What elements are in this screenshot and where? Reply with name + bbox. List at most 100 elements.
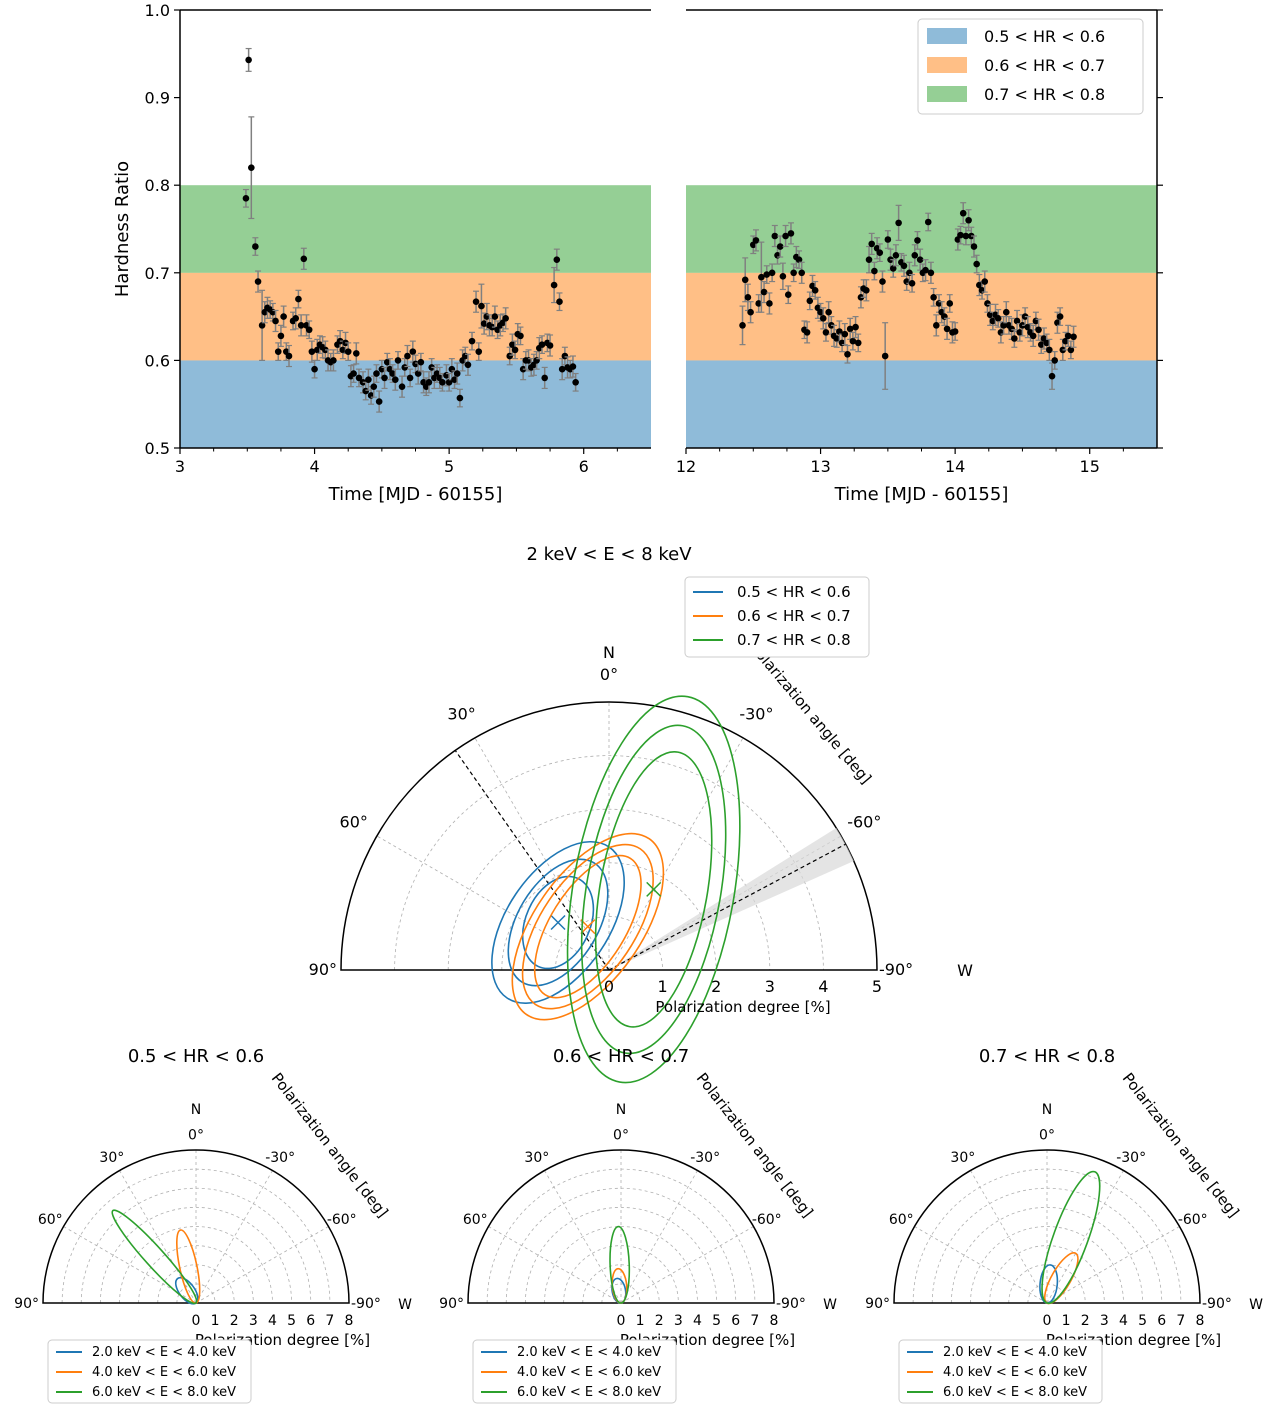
r-tick-label: 2 bbox=[1081, 1313, 1090, 1329]
legend-label: 2.0 keV < E < 4.0 keV bbox=[92, 1345, 236, 1360]
angle-tick-label: 0° bbox=[613, 1128, 629, 1144]
r-tick-label: 6 bbox=[731, 1313, 740, 1329]
data-point bbox=[1011, 335, 1018, 342]
data-point bbox=[806, 297, 814, 305]
data-point bbox=[868, 240, 876, 248]
x-axis-label: Time [MJD - 60155] bbox=[328, 484, 503, 505]
best-fit-marker bbox=[580, 919, 596, 935]
r-tick-label: 0 bbox=[1043, 1313, 1052, 1329]
data-point bbox=[355, 374, 363, 382]
data-point bbox=[884, 236, 892, 243]
legend-box bbox=[47, 1339, 252, 1404]
data-point bbox=[350, 370, 357, 377]
grid-radial bbox=[914, 1226, 1048, 1304]
r-tick-label: 3 bbox=[249, 1313, 258, 1329]
legend: 0.5 < HR < 0.6 0.6 < HR < 0.7 0.7 < HR < 0… bbox=[917, 18, 1144, 115]
data-point bbox=[927, 269, 935, 277]
data-point bbox=[511, 346, 519, 354]
data-point bbox=[414, 370, 422, 377]
data-point bbox=[989, 317, 997, 325]
r-tick-label: 2 bbox=[230, 1313, 239, 1329]
data-point bbox=[741, 276, 749, 284]
angle-tick-label: -90° bbox=[1202, 1296, 1232, 1312]
angle-tick-label: -60° bbox=[752, 1212, 782, 1228]
angle-tick-label: 60° bbox=[889, 1212, 914, 1228]
contour-1 bbox=[533, 854, 642, 999]
legend-label: 0.7 < HR < 0.8 bbox=[737, 631, 851, 649]
data-point bbox=[981, 278, 989, 285]
grid-circle bbox=[524, 1207, 718, 1304]
legend-box bbox=[898, 1339, 1103, 1404]
data-point bbox=[1051, 357, 1059, 364]
data-point bbox=[1056, 313, 1064, 320]
panel-title: 0.7 < HR < 0.8 bbox=[979, 1046, 1115, 1067]
x-tick-label: 13 bbox=[810, 457, 830, 476]
data-point bbox=[394, 357, 402, 364]
data-point bbox=[819, 315, 827, 322]
panel-title: 2 keV < E < 8 keV bbox=[526, 544, 692, 565]
grid-radial bbox=[488, 1226, 622, 1304]
data-point bbox=[889, 265, 897, 272]
data-point bbox=[1000, 322, 1007, 329]
data-point bbox=[1067, 346, 1075, 354]
contour-1 bbox=[521, 843, 654, 1010]
data-point bbox=[965, 216, 972, 224]
data-point bbox=[766, 300, 773, 307]
best-fit-marker bbox=[550, 914, 566, 931]
data-point bbox=[1043, 339, 1050, 347]
data-point bbox=[841, 330, 849, 338]
hardness-ratio-panel: 3 4 5 6 Time [MJD - 60155] 12 13 14 15 Time [MJD … bbox=[112, 1, 1163, 505]
data-point bbox=[849, 337, 857, 345]
data-point bbox=[962, 232, 970, 240]
grid-circle bbox=[544, 1226, 698, 1304]
legend-label: 6.0 keV < E < 8.0 keV bbox=[92, 1385, 236, 1400]
legend-label: 0.6 < HR < 0.7 bbox=[737, 607, 851, 625]
angle-tick-label: 30° bbox=[524, 1150, 549, 1166]
data-point bbox=[383, 358, 391, 366]
data-point bbox=[1054, 319, 1061, 327]
angle-tick-label: -60° bbox=[847, 813, 881, 832]
data-point bbox=[844, 350, 851, 358]
data-point bbox=[1062, 337, 1069, 345]
north-label: N bbox=[616, 1102, 626, 1118]
r-tick-label: 5 bbox=[287, 1313, 296, 1329]
data-point bbox=[245, 56, 252, 64]
hr-band-1 bbox=[180, 272, 651, 361]
data-point bbox=[339, 346, 347, 354]
data-point bbox=[833, 335, 841, 342]
r-tick-label: 7 bbox=[325, 1313, 334, 1329]
legend: 0.5 < HR < 0.6 0.6 < HR < 0.7 0.7 < HR < 0… bbox=[684, 576, 870, 658]
data-point bbox=[747, 308, 754, 316]
data-point bbox=[811, 287, 819, 294]
r-tick-label: 2 bbox=[655, 1313, 664, 1329]
hr-band-0 bbox=[686, 360, 1157, 448]
r-tick-label: 5 bbox=[872, 977, 882, 996]
data-point bbox=[389, 370, 396, 377]
data-point bbox=[572, 379, 579, 386]
grid-radial bbox=[195, 1226, 329, 1304]
r-tick-label: 4 bbox=[693, 1313, 702, 1329]
data-point bbox=[280, 313, 287, 320]
grid-circle bbox=[119, 1226, 273, 1304]
data-point bbox=[771, 232, 779, 240]
data-point bbox=[478, 302, 485, 310]
data-point bbox=[398, 383, 406, 390]
contour-2 bbox=[594, 751, 713, 1028]
legend-label: 2.0 keV < E < 4.0 keV bbox=[943, 1345, 1087, 1360]
west-label: W bbox=[823, 1297, 837, 1313]
angle-tick-label: -30° bbox=[690, 1150, 720, 1166]
data-point bbox=[1070, 333, 1077, 341]
data-point bbox=[401, 364, 409, 371]
y-axis-label: Hardness Ratio bbox=[112, 161, 133, 297]
data-point bbox=[752, 237, 760, 244]
west-label: W bbox=[398, 1297, 412, 1313]
data-point bbox=[986, 311, 994, 319]
data-point bbox=[817, 308, 824, 316]
data-point bbox=[538, 341, 546, 348]
data-point bbox=[1048, 372, 1056, 380]
r-tick-label: 1 bbox=[1062, 1313, 1071, 1329]
